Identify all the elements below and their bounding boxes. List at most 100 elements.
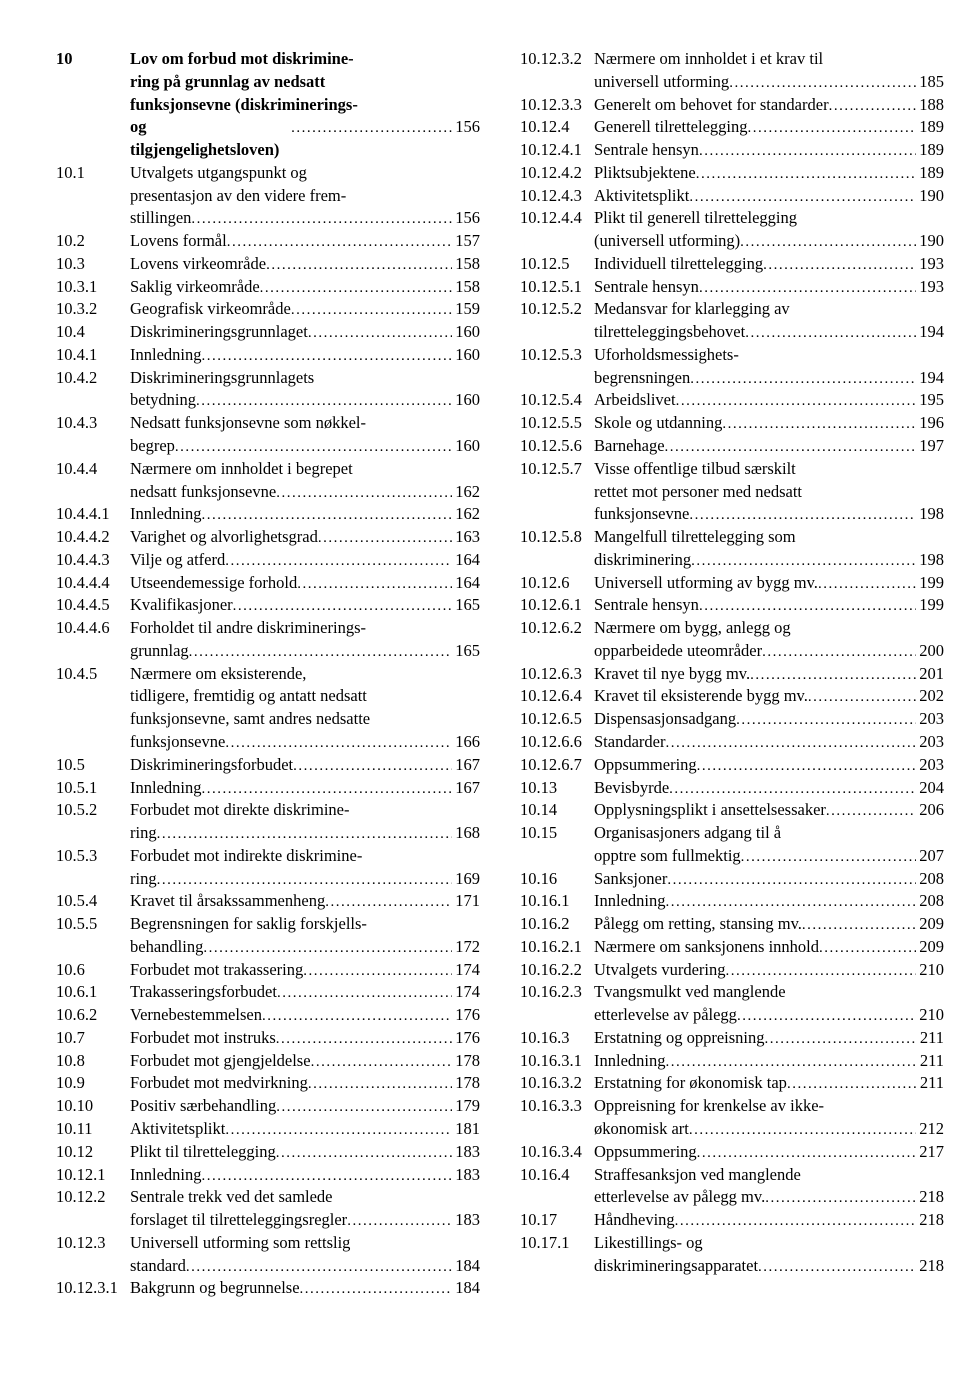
toc-page: 172 (452, 936, 480, 959)
toc-number: 10.12.4.3 (520, 185, 594, 208)
toc-title: etterlevelse av pålegg mv. (594, 1186, 765, 1209)
toc-text-wrap: Trakasseringsforbudet174 (130, 981, 480, 1004)
toc-text-wrap: forslaget til tilretteleggingsregler183 (130, 1209, 480, 1232)
toc-text-wrap: Varighet og alvorlighetsgrad163 (130, 526, 480, 549)
toc-row: 10.8Forbudet mot gjengjeldelse178 (56, 1050, 480, 1073)
toc-leader-dots (665, 437, 917, 458)
toc-leader-dots (276, 1097, 452, 1118)
toc-row: økonomisk art212 (520, 1118, 944, 1141)
toc-title: Vernebestemmelsen (130, 1004, 262, 1027)
toc-chapter-row: funksjonsevne (diskriminerings- (56, 94, 480, 117)
toc-number: 10.3.2 (56, 298, 130, 321)
toc-number: 10.12.3.2 (520, 48, 594, 71)
toc-number: 10.12.4.1 (520, 139, 594, 162)
toc-row: 10.4.1Innledning160 (56, 344, 480, 367)
toc-text-wrap: Forbudet mot trakassering174 (130, 959, 480, 982)
toc-row: 10.6.2Vernebestemmelsen176 (56, 1004, 480, 1027)
toc-row: 10.12.6.1Sentrale hensyn199 (520, 594, 944, 617)
toc-text-wrap: begrep160 (130, 435, 480, 458)
toc-text-wrap: Sentrale hensyn189 (594, 139, 944, 162)
toc-page: 164 (452, 549, 480, 572)
toc-text-wrap: Straffesanksjon ved manglende (594, 1164, 944, 1187)
toc-row: 10.4Diskrimineringsgrunnlaget160 (56, 321, 480, 344)
toc-text-wrap: Innledning160 (130, 344, 480, 367)
toc-page: 166 (452, 731, 480, 754)
toc-text-wrap: Innledning211 (594, 1050, 944, 1073)
toc-leader-dots (669, 779, 916, 800)
toc-row: begrep160 (56, 435, 480, 458)
toc-text-wrap: Forbudet mot direkte diskrimine- (130, 799, 480, 822)
toc-title: Bakgrunn og begrunnelse (130, 1277, 300, 1300)
toc-row: 10.3Lovens virkeområde158 (56, 253, 480, 276)
toc-text-wrap: ring på grunnlag av nedsatt (130, 71, 480, 94)
toc-text-wrap: Arbeidslivet195 (594, 389, 944, 412)
toc-number: 10.12.4.4 (520, 207, 594, 230)
toc-page: 217 (916, 1141, 944, 1164)
toc-row: 10.4.4.1Innledning162 (56, 503, 480, 526)
toc-title: begrep (130, 435, 175, 458)
toc-leader-dots (736, 710, 916, 731)
toc-number: 10.4.3 (56, 412, 130, 435)
toc-title: Forbudet mot trakassering (130, 959, 303, 982)
toc-number: 10.12.6 (520, 572, 594, 595)
toc-page: 160 (452, 344, 480, 367)
toc-leader-dots (699, 141, 916, 162)
toc-row: 10.12.3.1Bakgrunn og begrunnelse184 (56, 1277, 480, 1300)
toc-number: 10.6.2 (56, 1004, 130, 1027)
toc-page: 162 (452, 503, 480, 526)
toc-text-wrap: Nærmere om innholdet i et krav til (594, 48, 944, 71)
toc-title: økonomisk art (594, 1118, 689, 1141)
toc-leader-dots (293, 756, 452, 777)
toc-row: 10.12.5.7Visse offentlige tilbud særskil… (520, 458, 944, 481)
toc-row: 10.12.4Generell tilrettelegging189 (520, 116, 944, 139)
toc-leader-dots (203, 938, 452, 959)
toc-row: 10.10Positiv særbehandling179 (56, 1095, 480, 1118)
toc-number: 10.3.1 (56, 276, 130, 299)
toc-title: Pålegg om retting, stansing mv. (594, 913, 802, 936)
toc-page: 195 (916, 389, 944, 412)
toc-title: funksjonsevne, samt andres nedsatte (130, 708, 370, 731)
toc-page: 160 (452, 321, 480, 344)
toc-title: Barnehage (594, 435, 665, 458)
toc-title: Forbudet mot instruks (130, 1027, 276, 1050)
toc-text-wrap: Individuell tilrettelegging193 (594, 253, 944, 276)
toc-page: 218 (916, 1255, 944, 1278)
toc-text-wrap: Oppsummering217 (594, 1141, 944, 1164)
toc-text-wrap: begrensningen194 (594, 367, 944, 390)
toc-number: 10.16.1 (520, 890, 594, 913)
toc-row: tilretteleggingsbehovet194 (520, 321, 944, 344)
toc-title: Diskrimineringsforbudet (130, 754, 293, 777)
toc-number: 10.14 (520, 799, 594, 822)
toc-title: funksjonsevne (diskriminerings- (130, 94, 480, 117)
toc-text-wrap: Innledning208 (594, 890, 944, 913)
toc-page: 202 (916, 685, 944, 708)
toc-row: 10.5Diskrimineringsforbudet167 (56, 754, 480, 777)
toc-leader-dots (276, 1029, 452, 1050)
toc-row: 10.12.5.4Arbeidslivet195 (520, 389, 944, 412)
toc-title: etterlevelse av pålegg (594, 1004, 737, 1027)
toc-title: Forbudet mot indirekte diskrimine- (130, 845, 362, 868)
toc-number: 10.12.5.7 (520, 458, 594, 481)
toc-text-wrap: Generell tilrettelegging189 (594, 116, 944, 139)
toc-row: 10.11Aktivitetsplikt181 (56, 1118, 480, 1141)
toc-number: 10.12.1 (56, 1164, 130, 1187)
toc-text-wrap: Erstatning for økonomisk tap211 (594, 1072, 944, 1095)
toc-row: 10.12.6.5Dispensasjonsadgang203 (520, 708, 944, 731)
toc-number: 10.12 (56, 1141, 130, 1164)
toc-number: 10.16.2.1 (520, 936, 594, 959)
toc-text-wrap: funksjonsevne, samt andres nedsatte (130, 708, 480, 731)
toc-leader-dots (697, 756, 917, 777)
toc-text-wrap: Kravet til nye bygg mv.201 (594, 663, 944, 686)
toc-leader-dots (696, 164, 917, 185)
toc-title: Utvalgets vurdering (594, 959, 726, 982)
toc-text-wrap: Håndheving218 (594, 1209, 944, 1232)
toc-page: 189 (916, 162, 944, 185)
toc-row: 10.16.1Innledning208 (520, 890, 944, 913)
toc-number: 10.4.4.6 (56, 617, 130, 640)
toc-page: 185 (916, 71, 944, 94)
toc-row: 10.12.6.7Oppsummering203 (520, 754, 944, 777)
toc-number: 10.3 (56, 253, 130, 276)
toc-text-wrap: Plikt til generell tilrettelegging (594, 207, 944, 230)
toc-row: 10.12.5.2Medansvar for klarlegging av (520, 298, 944, 321)
toc-text-wrap: Oppsummering203 (594, 754, 944, 777)
